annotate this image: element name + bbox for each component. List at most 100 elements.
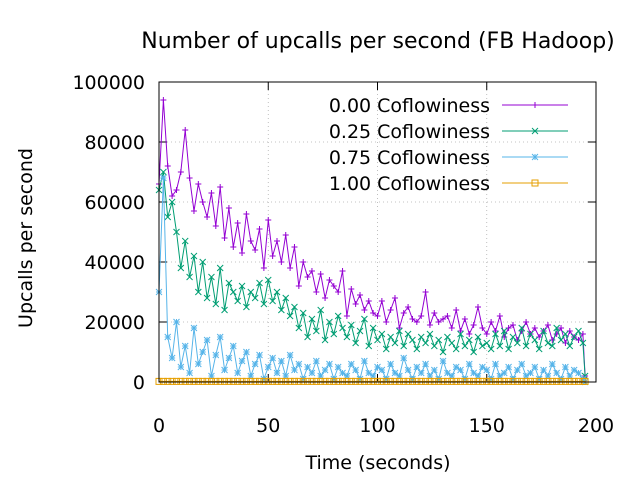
data-point (339, 369, 346, 377)
data-point (212, 351, 220, 359)
data-point (422, 377, 430, 385)
data-point (164, 213, 172, 221)
chart-title: Number of upcalls per second (FB Hadoop) (141, 29, 615, 54)
data-point (225, 354, 233, 362)
data-point (531, 363, 539, 371)
data-point (256, 377, 264, 385)
data-point (513, 366, 521, 374)
plot-frame (158, 81, 597, 383)
data-point (378, 330, 386, 338)
data-point (443, 377, 451, 385)
data-point (409, 336, 416, 344)
data-point (326, 318, 333, 326)
y-tick-label: 40000 (85, 252, 145, 274)
data-point (264, 363, 272, 371)
data-point (273, 369, 281, 377)
data-point (256, 351, 263, 359)
data-point (548, 360, 556, 368)
data-point (439, 377, 447, 385)
data-point (208, 273, 215, 281)
data-point (535, 345, 543, 353)
data-point (343, 377, 351, 385)
data-point (382, 345, 390, 353)
data-point (361, 307, 368, 313)
data-point (395, 377, 403, 385)
data-point (221, 235, 228, 241)
legend: 0.00 Coflowiness 0.25 Coflowiness 0.75 Cof… (329, 95, 568, 195)
data-point (216, 264, 224, 272)
data-point (483, 377, 491, 385)
data-point (522, 342, 530, 350)
data-point (278, 306, 285, 314)
y-tick-label: 60000 (85, 192, 145, 214)
data-point (400, 377, 408, 385)
data-point (496, 313, 503, 319)
data-point (169, 193, 176, 199)
data-point (548, 377, 556, 385)
data-point (304, 333, 311, 341)
data-point (282, 294, 290, 302)
y-tick-label: 80000 (85, 132, 145, 154)
data-point (186, 273, 193, 281)
x-tick-label: 0 (153, 415, 165, 437)
data-point (452, 345, 460, 353)
data-point (216, 377, 224, 385)
data-point (269, 297, 276, 305)
data-point (374, 313, 381, 319)
data-point (312, 327, 320, 335)
data-point (404, 377, 412, 385)
x-tick-label: 50 (256, 415, 280, 437)
axis-ticks: 0 20000 40000 60000 80000 100000 0 50 100 150 200 (72, 72, 614, 437)
data-point (352, 366, 360, 374)
data-point (382, 377, 390, 385)
data-point (247, 377, 255, 385)
data-point (343, 313, 350, 319)
data-point (505, 325, 512, 331)
data-point (575, 377, 583, 385)
data-point (557, 336, 565, 344)
data-point (234, 220, 241, 226)
data-point (466, 331, 473, 337)
data-point (260, 265, 267, 271)
data-point (221, 377, 229, 385)
data-point (251, 377, 259, 385)
data-point (391, 369, 399, 377)
data-point (431, 310, 438, 316)
data-point (313, 289, 320, 295)
data-point (221, 366, 228, 374)
data-point (448, 339, 456, 347)
data-point (265, 217, 272, 223)
data-point (378, 377, 386, 385)
data-point (243, 303, 250, 311)
data-point (308, 268, 315, 274)
data-point (212, 377, 220, 385)
data-point (177, 169, 184, 175)
data-point (531, 377, 539, 385)
data-point (365, 342, 373, 350)
data-point (369, 377, 377, 385)
data-point (269, 253, 276, 259)
data-point (526, 377, 534, 385)
x-tick-label: 200 (578, 415, 614, 437)
data-point (365, 298, 372, 304)
data-point (330, 330, 338, 338)
data-point (238, 377, 246, 385)
data-point (444, 333, 451, 341)
data-point (365, 369, 373, 377)
y-tick-label: 100000 (72, 72, 145, 94)
data-point (304, 274, 311, 280)
data-point (417, 333, 425, 341)
data-point (465, 336, 473, 344)
data-point (470, 348, 477, 356)
data-point (408, 377, 416, 385)
data-point (339, 324, 346, 332)
data-point (430, 366, 438, 374)
data-point (409, 316, 416, 322)
data-point (479, 325, 486, 331)
data-point (321, 366, 329, 374)
data-point (251, 294, 259, 302)
data-point (278, 259, 285, 265)
data-point (370, 310, 377, 316)
data-point (470, 369, 477, 377)
data-point (348, 286, 355, 292)
